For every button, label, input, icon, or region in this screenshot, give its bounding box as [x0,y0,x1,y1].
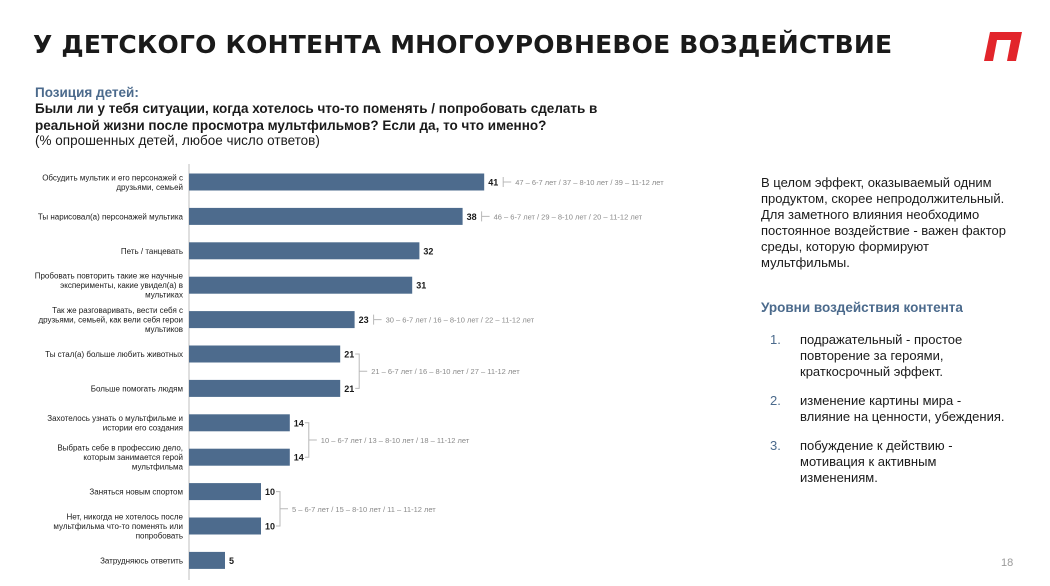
levels-title: Уровни воздействия контента [761,300,963,315]
bar [189,517,261,535]
bar-value-label: 41 [488,178,498,188]
summary-text: В целом эффект, оказываемый одним продук… [761,175,1007,270]
bar-value-label: 31 [416,281,426,291]
bar [189,483,261,501]
bar-value-label: 23 [359,315,369,325]
bar [189,276,413,294]
age-bracket [276,491,288,527]
category-label: Ты стал(а) больше любить животных [45,350,183,359]
bar [189,311,355,329]
logo-mark [984,32,1022,61]
level-item: 3. побуждение к действию - мотивация к а… [770,438,1010,486]
bar-value-label: 21 [344,350,354,360]
category-label: Больше помогать людям [91,384,183,393]
category-label: Выбрать себе в профессию дело, которым за… [57,444,183,472]
category-label: Петь / танцевать [121,247,183,256]
chart-subtitle: Позиция детей: [35,85,139,100]
age-bracket [373,314,382,325]
bar-value-label: 5 [229,556,234,566]
bar-value-label: 32 [423,246,433,256]
bar-value-label: 10 [265,522,275,532]
category-label: Нет, никогда не хотелось после мультфильм… [53,513,183,541]
category-label: Пробовать повторить такие же научные эксп… [35,272,184,300]
bar-value-label: 14 [294,453,304,463]
age-bracket [502,177,512,187]
age-breakdown-label: 21 – 6-7 лет / 16 – 8-10 лет / 27 – 11-1… [371,367,520,376]
bar [189,345,341,363]
bar [189,207,463,225]
bar [189,551,225,569]
level-number: 3. [770,438,781,453]
age-bracket [304,422,317,458]
level-text: изменение картины мира - влияние на ценн… [800,393,1005,424]
page-title: У ДЕТСКОГО КОНТЕНТА МНОГОУРОВНЕВОЕ ВОЗДЕ… [33,30,893,59]
bar-value-label: 14 [294,418,304,428]
survey-note: (% опрошенных детей, любое число ответов… [35,133,320,148]
bar [189,173,485,191]
category-label: Обсудить мультик и его персонажей с друзь… [42,173,183,192]
bar-value-label: 10 [265,487,275,497]
age-breakdown-label: 47 – 6-7 лет / 37 – 8-10 лет / 39 – 11-1… [515,178,664,187]
bar [189,448,290,466]
category-label: Захотелось узнать о мультфильме и истории… [47,414,183,433]
age-breakdown-label: 46 – 6-7 лет / 29 – 8-10 лет / 20 – 11-1… [494,212,643,221]
level-number: 1. [770,332,781,347]
level-text: побуждение к действию - мотивация к акти… [800,438,953,485]
bar-chart: 41 Обсудить мультик и его персонажей с дру… [35,164,664,580]
category-label: Затрудняюсь ответить [100,556,183,565]
bar-value-label: 21 [344,384,354,394]
level-item: 2. изменение картины мира - влияние на ц… [770,393,1010,425]
bar-value-label: 38 [467,212,477,222]
level-text: подражательный - простое повторение за г… [800,332,963,379]
survey-question: Были ли у тебя ситуации, когда хотелось … [35,101,598,133]
category-label: Так же разговаривать, вести себя с друзья… [38,306,183,334]
bar [189,242,420,260]
age-bracket [355,353,368,389]
brand-logo-icon [984,32,1022,61]
age-bracket [481,211,490,222]
age-breakdown-label: 5 – 6-7 лет / 15 – 8-10 лет / 11 – 11-12… [292,505,436,514]
bar [189,414,290,432]
category-label: Заняться новым спортом [89,488,183,497]
category-label: Ты нарисовал(а) персонажей мультика [38,212,184,221]
bar [189,379,341,397]
age-breakdown-label: 30 – 6-7 лет / 16 – 8-10 лет / 22 – 11-1… [386,316,535,325]
levels-list: 1. подражательный - простое повторение з… [770,332,1010,499]
level-number: 2. [770,393,781,408]
page-number: 18 [1001,557,1014,569]
level-item: 1. подражательный - простое повторение з… [770,332,1010,380]
age-breakdown-label: 10 – 6-7 лет / 13 – 8-10 лет / 18 – 11-1… [321,436,470,445]
